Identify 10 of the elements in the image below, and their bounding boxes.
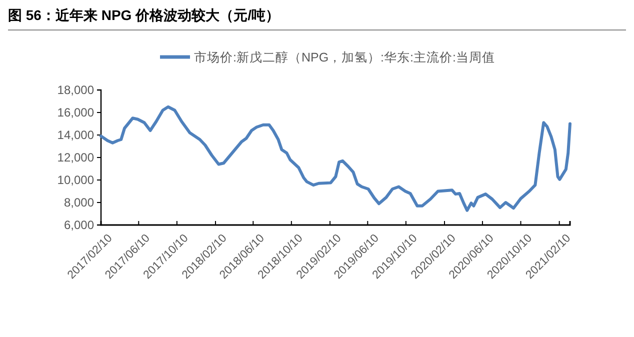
legend-label: 市场价:新戊二醇（NPG，加氢）:华东:主流价:当周值 <box>194 49 495 64</box>
y-tick-label: 18,000 <box>57 82 94 97</box>
y-tick-label: 8,000 <box>64 195 94 210</box>
y-tick-label: 16,000 <box>57 105 94 120</box>
y-tick-label: 6,000 <box>64 218 94 232</box>
chart-title: 图 56：近年来 NPG 价格波动较大（元/吨） <box>8 7 280 23</box>
y-tick-label: 12,000 <box>57 150 94 164</box>
line-series <box>100 105 572 212</box>
y-tick-label: 10,000 <box>57 172 94 187</box>
y-tick-label: 14,000 <box>57 128 94 142</box>
